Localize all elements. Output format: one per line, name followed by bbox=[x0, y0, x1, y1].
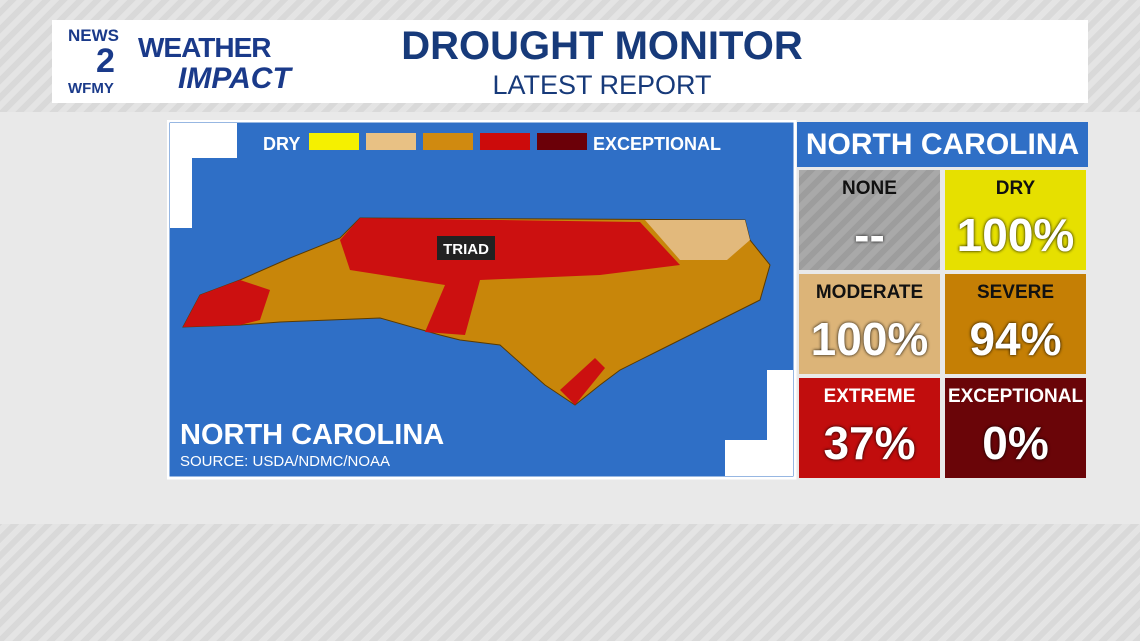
banner: NEWS 2 WFMY WEATHER IMPACT DROUGHT MONIT… bbox=[52, 20, 1088, 103]
map: DRY EXCEPTIONAL TRIAD NORTH CAROLINA SOU… bbox=[167, 120, 797, 480]
logo-station: WFMY bbox=[68, 80, 114, 97]
region-label: TRIAD bbox=[443, 241, 489, 258]
brand-top: WEATHER bbox=[138, 32, 271, 63]
stat-label: DRY bbox=[995, 178, 1036, 199]
legend-swatch bbox=[309, 133, 359, 150]
stat-value: 37% bbox=[823, 417, 916, 469]
stat-cell: SEVERE 94% bbox=[945, 274, 1086, 374]
moderate-area bbox=[645, 220, 750, 260]
stat-cell: NONE -- bbox=[799, 170, 940, 270]
legend-swatch bbox=[537, 133, 587, 150]
inset bbox=[725, 440, 793, 476]
stat-cell: EXTREME 37% bbox=[799, 378, 940, 478]
stat-label: MODERATE bbox=[815, 282, 924, 303]
inset bbox=[170, 123, 238, 158]
extreme-area bbox=[340, 218, 680, 335]
legend-swatch bbox=[366, 133, 416, 150]
stat-value: 94% bbox=[969, 313, 1062, 365]
region-marker bbox=[437, 236, 495, 260]
stat-cell: DRY 100% bbox=[945, 170, 1086, 270]
stat-value: -- bbox=[854, 209, 885, 261]
stat-label: EXCEPTIONAL bbox=[947, 386, 1084, 407]
legend-swatch bbox=[423, 133, 473, 150]
legend-low: DRY bbox=[263, 134, 300, 154]
stat-value: 100% bbox=[810, 313, 929, 365]
state-label: NORTH CAROLINA bbox=[180, 419, 444, 451]
stat-value: 100% bbox=[956, 209, 1075, 261]
subtitle: LATEST REPORT bbox=[492, 70, 712, 100]
logo-news: NEWS bbox=[68, 26, 119, 45]
stat-value: 0% bbox=[982, 417, 1049, 469]
stat-label: EXTREME bbox=[823, 386, 916, 407]
stat-label: SEVERE bbox=[976, 282, 1055, 303]
panel-title: NORTH CAROLINA bbox=[797, 122, 1088, 167]
logo-channel: 2 bbox=[96, 42, 115, 80]
stat-cell: EXCEPTIONAL 0% bbox=[945, 378, 1086, 478]
stat-label: NONE bbox=[842, 178, 897, 199]
title: DROUGHT MONITOR bbox=[401, 24, 803, 68]
source: SOURCE: USDA/NDMC/NOAA bbox=[180, 453, 390, 470]
brand-bottom: IMPACT bbox=[178, 62, 291, 95]
legend-high: EXCEPTIONAL bbox=[593, 134, 721, 154]
stat-cell: MODERATE 100% bbox=[799, 274, 940, 374]
extreme-area bbox=[183, 280, 270, 327]
extreme-area bbox=[560, 358, 605, 405]
legend-swatch bbox=[480, 133, 530, 150]
